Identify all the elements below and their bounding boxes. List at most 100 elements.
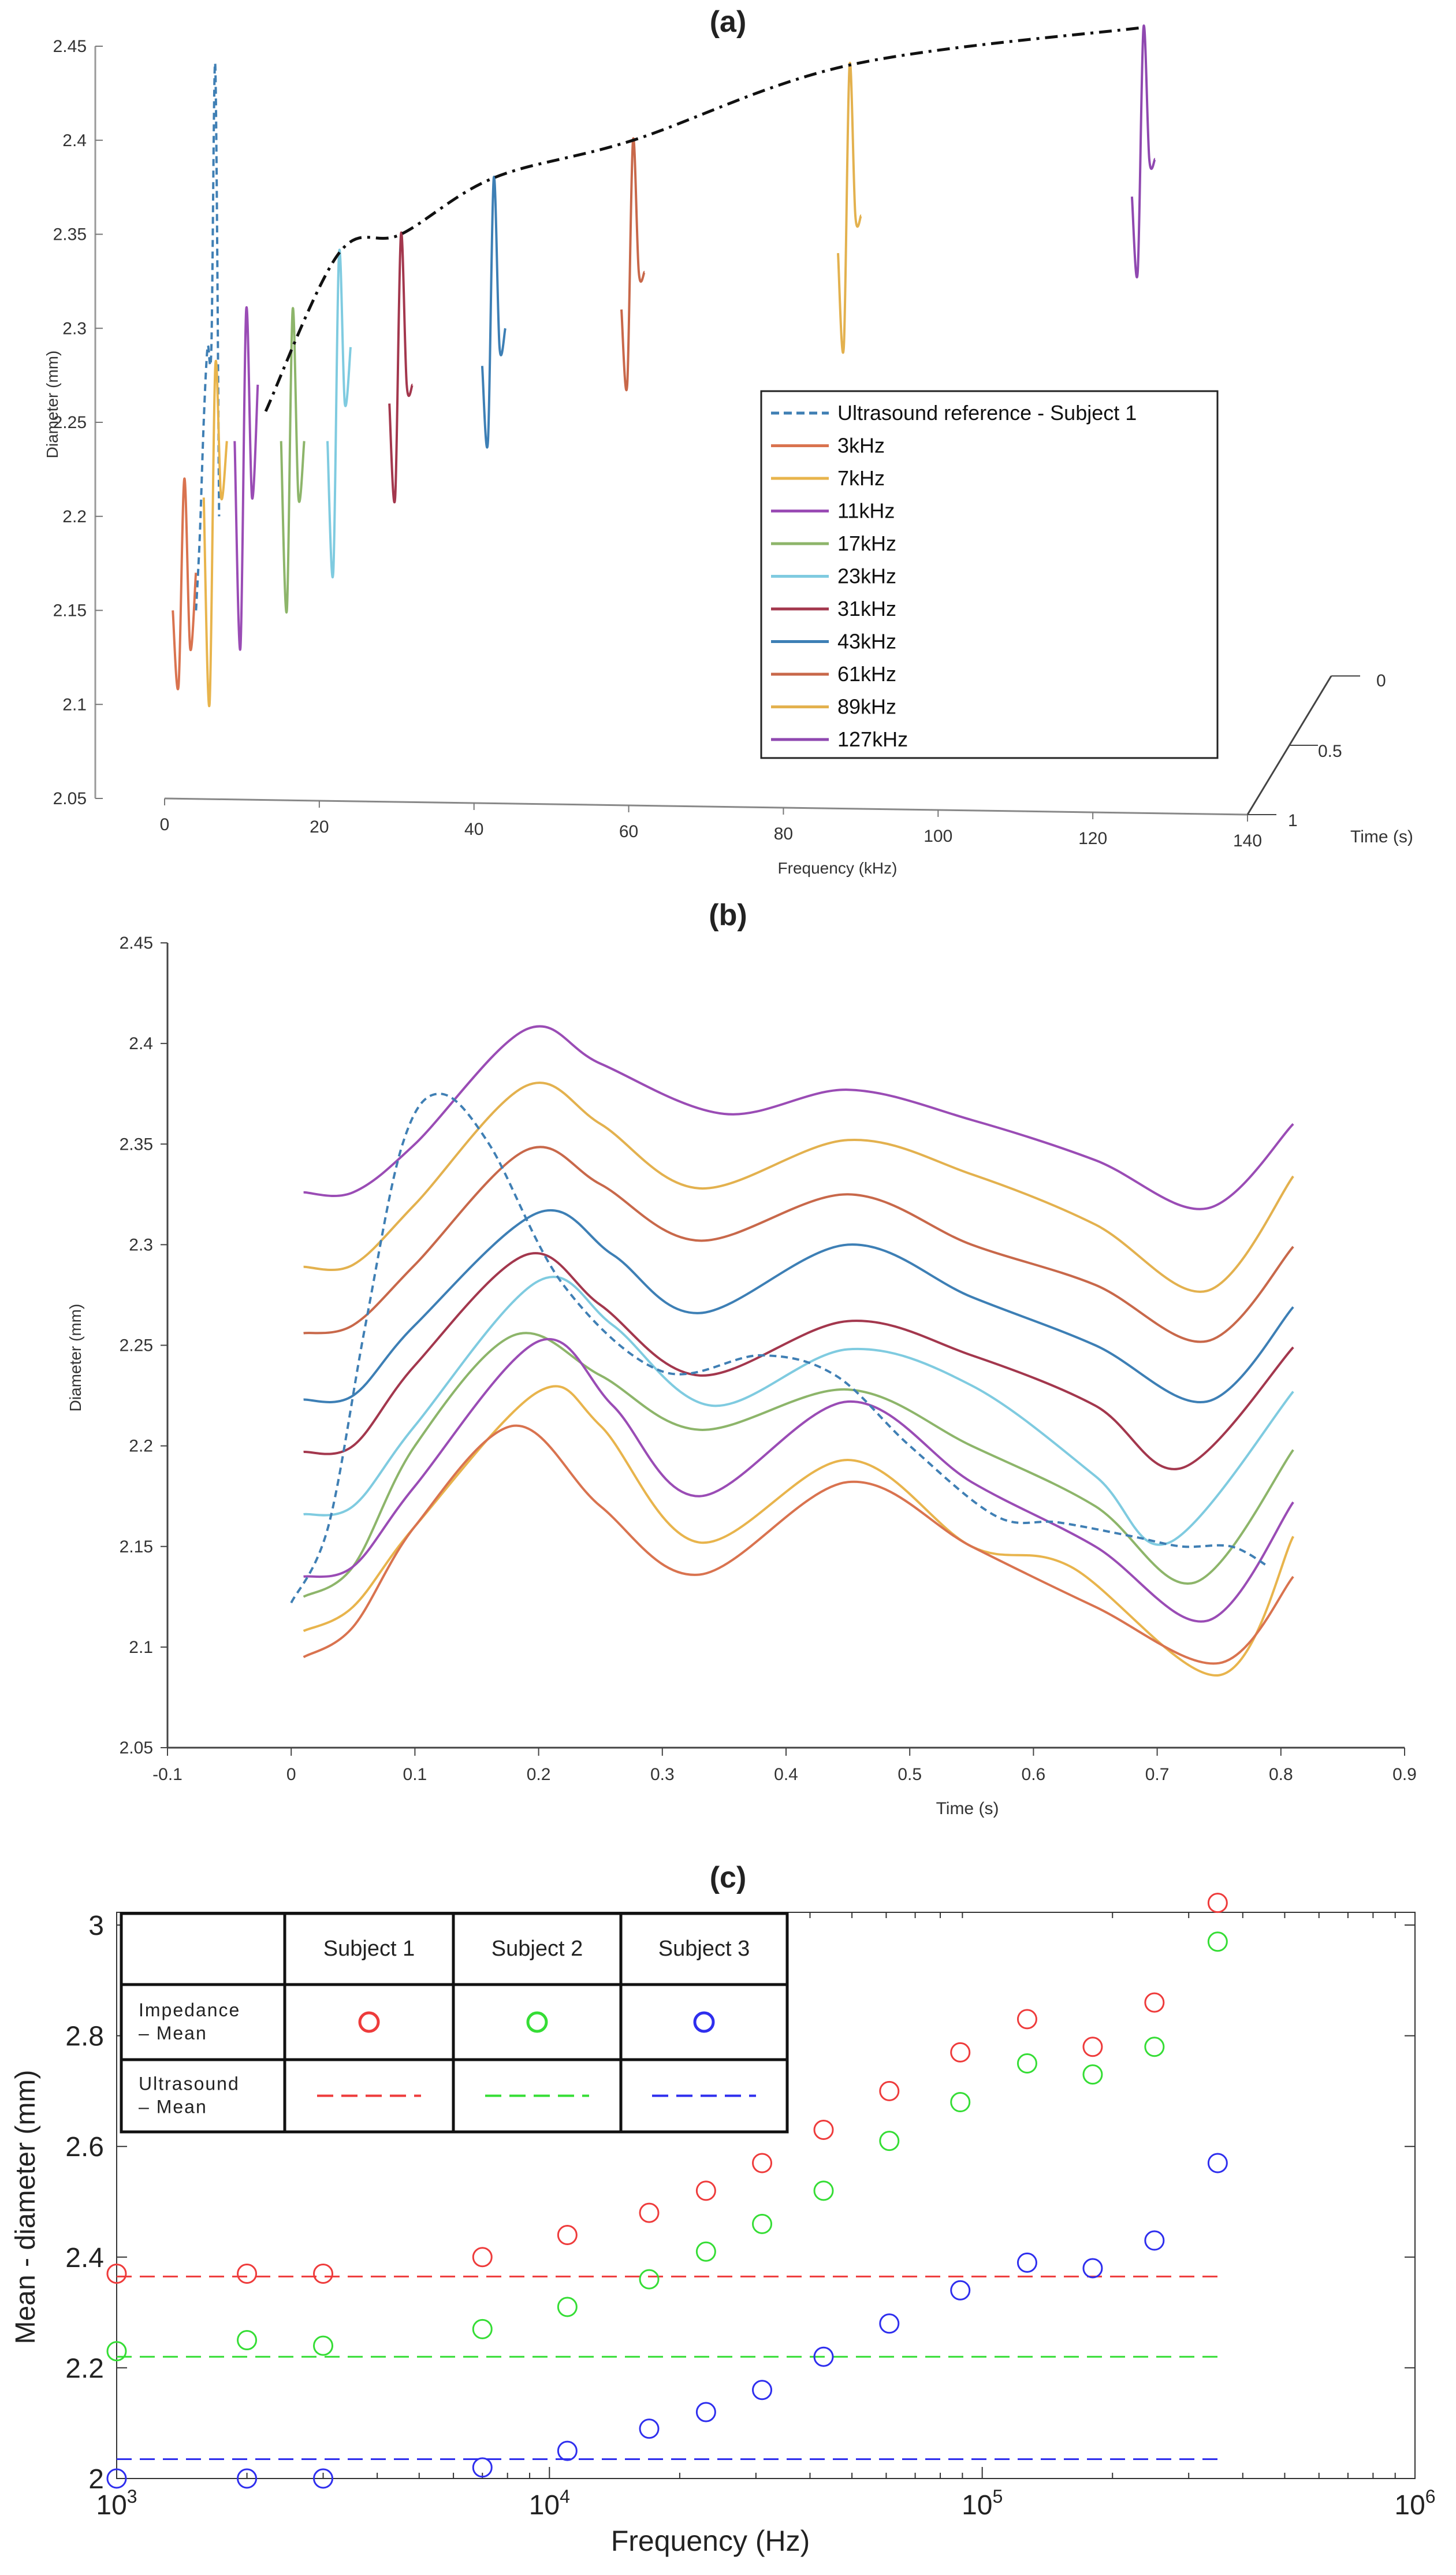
- y-tick-label: 2.45: [53, 37, 87, 56]
- x-tick-base: 10: [1394, 2490, 1425, 2521]
- x-tick-label: -0.1: [152, 1765, 183, 1784]
- z-tick-label: 0.5: [1318, 742, 1342, 761]
- point-subject-2: [879, 2131, 900, 2152]
- x-tick-label: 0.7: [1145, 1765, 1170, 1784]
- point-subject-1: [639, 2202, 660, 2223]
- panel-b: (b) 2.05 2.1 2.15 2.2 2.25 2.3 2.35 2.4 2.45 Diam…: [0, 890, 1456, 1820]
- x-tick-label: 20: [310, 818, 329, 837]
- series-line-31khz: [303, 1252, 1294, 1470]
- legend-label: 31kHz: [837, 597, 896, 620]
- y-axis-title: Diameter (mm): [43, 351, 61, 459]
- point-subject-3: [752, 2380, 773, 2401]
- series-line-17khz: [280, 307, 306, 614]
- x-tick-label: 120: [1078, 829, 1107, 848]
- legend-label: 23kHz: [837, 564, 896, 588]
- point-subject-2: [695, 2241, 716, 2262]
- point-subject-3: [879, 2313, 900, 2334]
- legend-table-row-label: Impedance: [139, 2000, 240, 2020]
- y-tick-label: 2.2: [129, 1437, 153, 1456]
- point-subject-1: [1144, 1992, 1165, 2013]
- series-line-17khz: [303, 1332, 1294, 1598]
- legend-label: 43kHz: [837, 630, 896, 653]
- point-subject-1: [472, 2247, 493, 2268]
- point-subject-2: [106, 2341, 127, 2362]
- panel-a-title: (a): [709, 5, 747, 39]
- series-line-61khz: [620, 137, 646, 392]
- chart-a: 2.05 2.1 2.15 2.2 2.25 2.3 2.35 2.4 2.45 Diameter…: [43, 24, 1413, 877]
- z-axis-title: Time (s): [1350, 827, 1413, 846]
- point-subject-3: [1082, 2258, 1103, 2279]
- chart-b: 2.05 2.1 2.15 2.2 2.25 2.3 2.35 2.4 2.45 Diameter…: [66, 934, 1417, 1818]
- legend-impedance-marker: [526, 2011, 548, 2033]
- x-axis-title: Time (s): [936, 1799, 999, 1818]
- point-subject-1: [695, 2180, 716, 2201]
- y-tick-label: 2.35: [120, 1135, 153, 1154]
- legend-label: 89kHz: [837, 695, 896, 719]
- legend-table-row-label: – Mean: [139, 2023, 207, 2043]
- point-subject-2: [557, 2297, 578, 2317]
- series-line-127khz: [303, 1025, 1294, 1210]
- point-subject-1: [950, 2042, 971, 2063]
- point-subject-1: [752, 2153, 773, 2173]
- point-subject-3: [1144, 2230, 1165, 2251]
- series-line-3khz: [303, 1424, 1294, 1665]
- series-line-ultrasound-reference-subject-1: [195, 62, 221, 611]
- y-tick-label: 2.4: [65, 2243, 104, 2273]
- point-subject-2: [950, 2092, 971, 2113]
- x-tick-base: 10: [96, 2490, 126, 2521]
- z-tick-label: 1: [1288, 811, 1298, 830]
- legend-label: 3kHz: [837, 434, 885, 458]
- x-axis-title: Frequency (kHz): [778, 859, 898, 877]
- series-line-23khz: [326, 248, 352, 579]
- series-line-3khz: [172, 477, 198, 690]
- x-tick-label: 60: [619, 822, 638, 841]
- point-subject-2: [313, 2335, 334, 2356]
- y-tick-label: 2.25: [53, 413, 87, 432]
- x-axis-line: [164, 797, 1248, 816]
- point-subject-3: [813, 2346, 834, 2367]
- x-tick-exponent: 5: [992, 2486, 1003, 2507]
- x-tick-label: 105: [962, 2486, 1003, 2521]
- series-line-43khz: [481, 176, 507, 449]
- y-tick-label: 2.25: [120, 1336, 153, 1355]
- panel-b-title: (b): [709, 898, 747, 932]
- series-line-89khz: [303, 1082, 1294, 1293]
- series-line-11khz: [303, 1337, 1294, 1623]
- legend-label: Ultrasound reference - Subject 1: [837, 401, 1137, 425]
- y-tick-label: 2.35: [53, 225, 87, 244]
- point-subject-1: [813, 2119, 834, 2140]
- y-tick-label: 2.45: [120, 934, 153, 953]
- x-tick-label: 0.9: [1392, 1765, 1417, 1784]
- x-tick-exponent: 4: [560, 2486, 570, 2507]
- legend-label: 17kHz: [837, 532, 896, 555]
- legend-label: 61kHz: [837, 662, 896, 686]
- point-subject-1: [1207, 1893, 1228, 1913]
- y-tick-label: 2.3: [129, 1235, 153, 1254]
- y-tick-label: 2.3: [62, 319, 87, 338]
- point-subject-1: [106, 2264, 127, 2284]
- x-tick-label: 0.8: [1269, 1765, 1293, 1784]
- point-subject-3: [472, 2457, 493, 2478]
- series-line-61khz: [303, 1146, 1294, 1343]
- point-subject-1: [879, 2080, 900, 2101]
- x-tick-label: 103: [96, 2486, 137, 2521]
- series-line-31khz: [388, 231, 414, 504]
- legend-table-header: Subject 2: [491, 1937, 583, 1961]
- point-subject-3: [237, 2468, 258, 2489]
- y-tick-label: 2.15: [53, 601, 87, 620]
- x-axis-title: Frequency (Hz): [611, 2525, 810, 2557]
- series-line-127khz: [1130, 24, 1156, 278]
- legend-table-row-label: – Mean: [139, 2097, 207, 2117]
- point-subject-3: [313, 2468, 334, 2489]
- point-subject-1: [1082, 2037, 1103, 2057]
- point-subject-1: [313, 2264, 334, 2284]
- x-tick-label: 140: [1233, 831, 1262, 850]
- legend-table-header: Subject 3: [658, 1937, 750, 1961]
- y-tick-label: 2.4: [62, 131, 87, 150]
- x-tick-exponent: 3: [127, 2486, 137, 2507]
- point-subject-3: [1207, 2153, 1228, 2173]
- y-tick-label: 2.05: [53, 789, 87, 808]
- point-subject-1: [557, 2224, 578, 2245]
- legend: Ultrasound reference - Subject 1 3kHz 7kHz…: [760, 390, 1219, 759]
- legend-table-row-label: Ultrasound: [139, 2074, 240, 2094]
